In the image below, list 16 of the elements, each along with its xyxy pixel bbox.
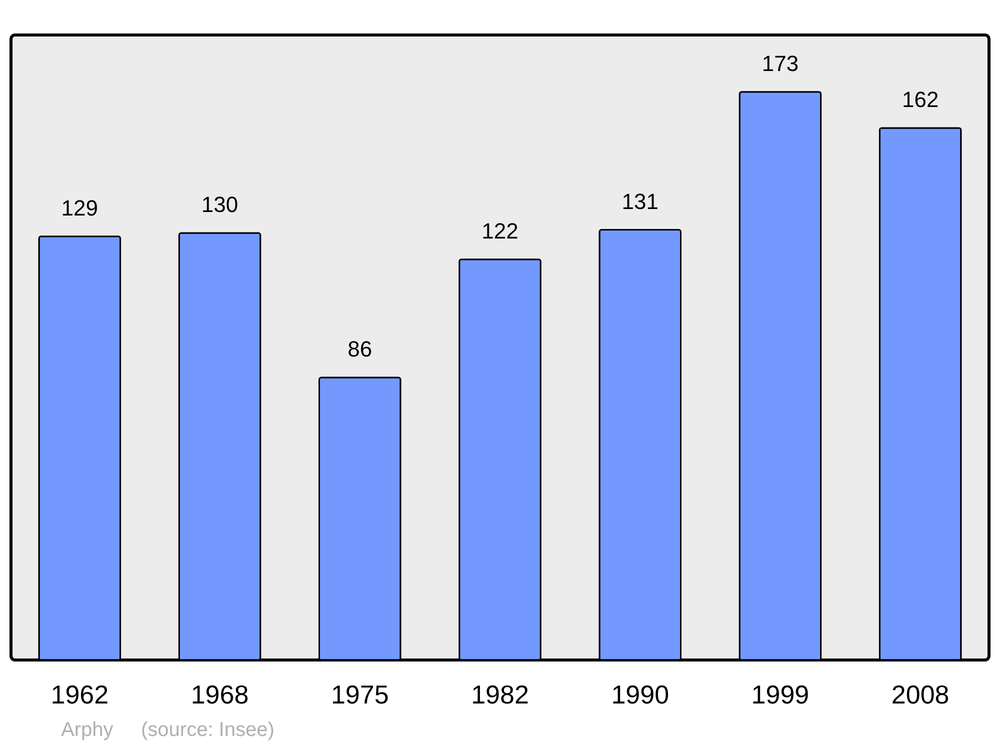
data-label: 173 — [762, 50, 799, 76]
data-label: 122 — [482, 218, 518, 244]
data-label: 86 — [348, 336, 372, 362]
data-label: 131 — [622, 188, 658, 214]
data-label: 130 — [201, 192, 238, 218]
text: (source: Insee) — [141, 719, 274, 741]
data-label: 129 — [61, 195, 98, 220]
text: Arphy — [61, 719, 114, 741]
data-label: 162 — [902, 86, 939, 112]
x-tick-label: 1990 — [611, 680, 670, 710]
x-tick-label: 1975 — [330, 680, 389, 710]
x-tick-label: 2008 — [891, 680, 950, 710]
x-tick-label: 1968 — [190, 680, 249, 710]
x-tick-label: 1962 — [50, 680, 109, 710]
x-tick-label: 1982 — [471, 680, 529, 710]
x-tick-label: 1999 — [751, 680, 810, 710]
